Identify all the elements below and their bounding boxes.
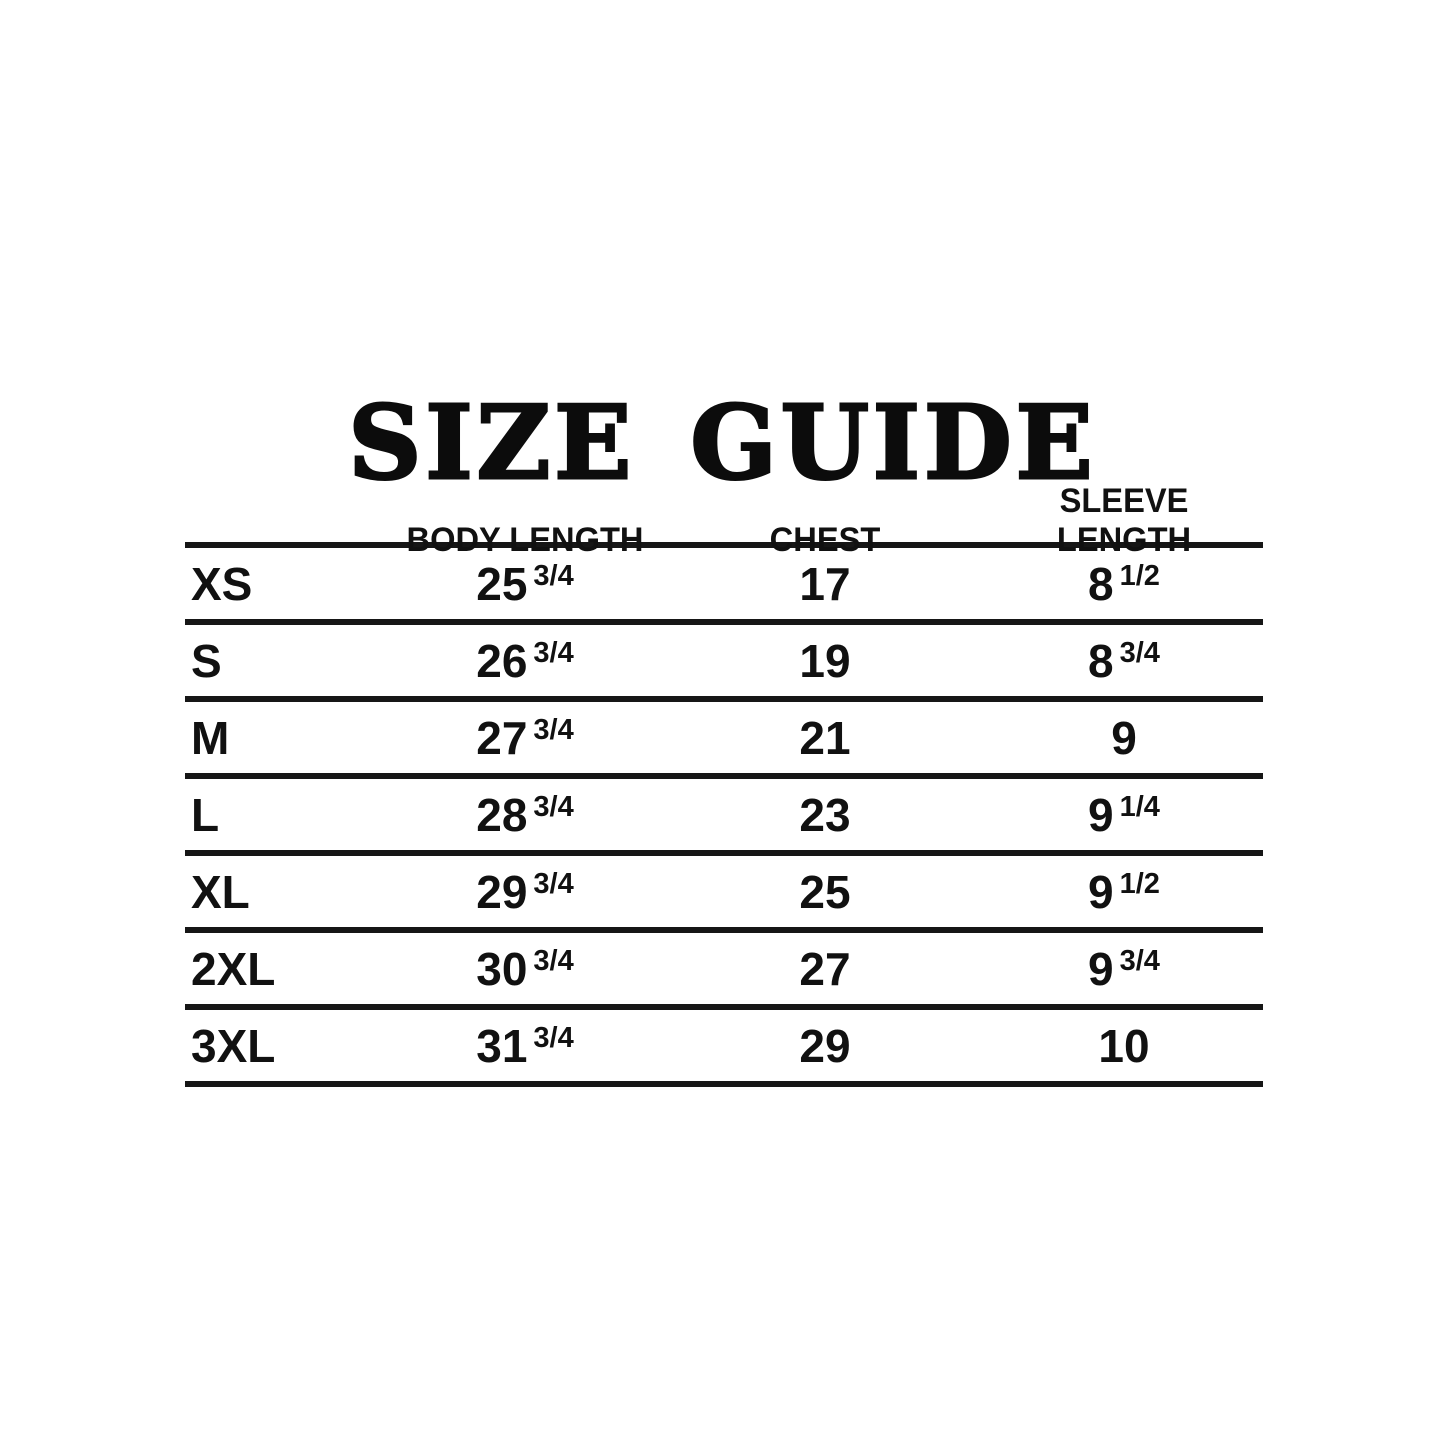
size-label: L <box>191 788 220 841</box>
sleeve-length-value: 9 <box>1111 711 1137 764</box>
size-label: XL <box>191 865 250 918</box>
chest-value: 27 <box>799 942 851 995</box>
table-row: M 27 3/4 21 9 <box>185 702 1263 779</box>
size-chart-header-row: BODY LENGTH CHEST SLEEVE LENGTH <box>185 482 1263 559</box>
size-label: 3XL <box>191 1019 276 1072</box>
chest-value: 21 <box>799 711 851 764</box>
sleeve-length-value: 8 3/4 <box>1088 634 1160 687</box>
table-row: XL 29 3/4 25 9 1/2 <box>185 856 1263 933</box>
chest-value: 25 <box>799 865 851 918</box>
body-length-value: 30 3/4 <box>476 942 574 995</box>
body-length-value: 25 3/4 <box>476 557 574 610</box>
table-row: XS 25 3/4 17 8 1/2 <box>185 548 1263 625</box>
sleeve-length-value: 9 1/2 <box>1088 865 1160 918</box>
size-chart: BODY LENGTH CHEST SLEEVE LENGTH XS 25 3/4… <box>185 482 1263 1087</box>
chest-value: 23 <box>799 788 851 841</box>
table-row: 2XL 30 3/4 27 9 3/4 <box>185 933 1263 1010</box>
sleeve-length-value: 10 <box>1098 1019 1150 1072</box>
sleeve-length-value: 9 3/4 <box>1088 942 1160 995</box>
table-row: L 28 3/4 23 9 1/4 <box>185 779 1263 856</box>
chest-value: 19 <box>799 634 851 687</box>
sleeve-length-value: 8 1/2 <box>1088 557 1160 610</box>
size-table-body: XS 25 3/4 17 8 1/2 S 26 3/4 19 8 3/4 M 27 3/4… <box>185 548 1263 1087</box>
size-label: S <box>191 634 222 687</box>
body-length-value: 26 3/4 <box>476 634 574 687</box>
header-cell-sleeve-length: SLEEVE LENGTH <box>1056 482 1192 559</box>
page-title: SIZE GUIDE <box>347 381 1097 503</box>
chest-value: 17 <box>799 557 851 610</box>
size-label: 2XL <box>191 942 276 995</box>
size-label: M <box>191 711 230 764</box>
table-row: S 26 3/4 19 8 3/4 <box>185 625 1263 702</box>
size-label: XS <box>191 557 253 610</box>
sleeve-length-value: 9 1/4 <box>1088 788 1160 841</box>
header-cell-body-length: BODY LENGTH <box>406 521 644 559</box>
body-length-value: 28 3/4 <box>476 788 574 841</box>
body-length-value: 27 3/4 <box>476 711 574 764</box>
body-length-value: 31 3/4 <box>476 1019 574 1072</box>
table-row: 3XL 31 3/4 29 10 <box>185 1010 1263 1087</box>
body-length-value: 29 3/4 <box>476 865 574 918</box>
chest-value: 29 <box>799 1019 851 1072</box>
header-cell-chest: CHEST <box>769 521 881 559</box>
